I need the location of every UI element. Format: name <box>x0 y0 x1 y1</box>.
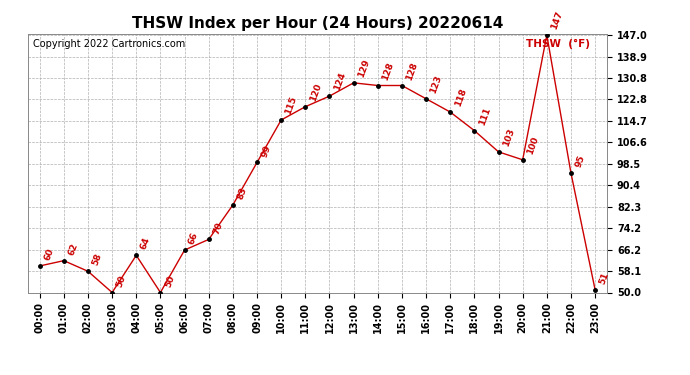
Text: 147: 147 <box>550 10 564 31</box>
Title: THSW Index per Hour (24 Hours) 20220614: THSW Index per Hour (24 Hours) 20220614 <box>132 16 503 31</box>
Text: 66: 66 <box>188 231 200 246</box>
Text: 51: 51 <box>598 271 611 286</box>
Text: 95: 95 <box>574 154 586 169</box>
Text: 62: 62 <box>67 242 79 256</box>
Text: 50: 50 <box>164 274 176 288</box>
Text: 83: 83 <box>236 186 248 201</box>
Text: 123: 123 <box>429 74 444 94</box>
Text: 70: 70 <box>212 220 224 235</box>
Text: THSW  (°F): THSW (°F) <box>526 39 590 49</box>
Text: 64: 64 <box>139 236 152 251</box>
Text: 50: 50 <box>115 274 128 288</box>
Text: 124: 124 <box>333 71 347 92</box>
Text: 111: 111 <box>477 106 492 126</box>
Text: 115: 115 <box>284 95 299 116</box>
Text: 99: 99 <box>260 143 273 158</box>
Text: 100: 100 <box>526 135 540 156</box>
Text: 128: 128 <box>381 61 395 81</box>
Text: 103: 103 <box>502 127 516 148</box>
Text: 60: 60 <box>43 247 55 262</box>
Text: 128: 128 <box>405 61 420 81</box>
Text: Copyright 2022 Cartronics.com: Copyright 2022 Cartronics.com <box>33 39 186 49</box>
Text: 58: 58 <box>91 252 103 267</box>
Text: 120: 120 <box>308 82 323 103</box>
Text: 118: 118 <box>453 87 468 108</box>
Text: 129: 129 <box>357 58 371 79</box>
